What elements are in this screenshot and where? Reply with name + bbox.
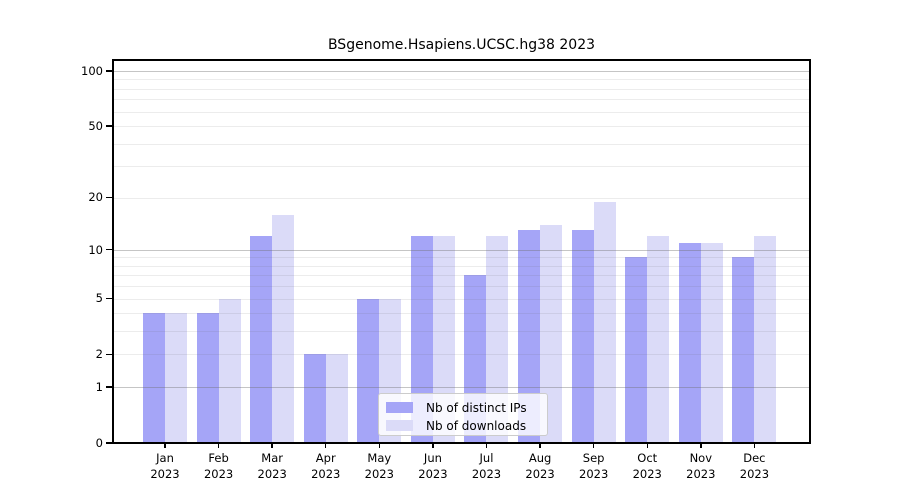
legend-swatch-downloads-icon bbox=[386, 420, 413, 431]
y-tick-label: 20 bbox=[88, 190, 103, 205]
axis-spine-left bbox=[112, 59, 114, 444]
bar-distinct-ips-aug bbox=[518, 230, 541, 443]
x-tick-label: Jul 2023 bbox=[471, 451, 502, 481]
x-tick bbox=[164, 443, 166, 449]
x-tick-label: Apr 2023 bbox=[311, 451, 341, 481]
x-tick-label: Aug 2023 bbox=[525, 451, 555, 481]
legend-label-downloads: Nb of downloads bbox=[426, 418, 527, 433]
y-tick-label: 2 bbox=[95, 347, 103, 362]
y-tick bbox=[106, 353, 113, 356]
x-tick bbox=[378, 443, 381, 449]
bar-downloads-jul bbox=[486, 236, 509, 443]
x-tick-label: Feb 2023 bbox=[203, 451, 234, 481]
axis-spine-bottom bbox=[112, 442, 811, 444]
y-tick bbox=[106, 196, 113, 199]
bar-downloads-nov bbox=[700, 242, 723, 443]
x-tick bbox=[592, 443, 595, 449]
x-tick-label: Jan 2023 bbox=[150, 451, 180, 481]
x-tick-label: Dec 2023 bbox=[739, 451, 770, 481]
x-tick bbox=[217, 443, 220, 449]
x-tick bbox=[753, 443, 756, 449]
y-tick-label: 50 bbox=[88, 118, 103, 133]
bar-downloads-apr bbox=[325, 354, 348, 443]
legend: Nb of distinct IPs Nb of downloads bbox=[378, 393, 548, 436]
y-tick-label: 1 bbox=[95, 379, 103, 394]
bar-distinct-ips-mar bbox=[250, 236, 273, 443]
x-tick bbox=[485, 443, 488, 449]
y-tick bbox=[106, 297, 113, 300]
bar-distinct-ips-may bbox=[357, 298, 380, 443]
x-tick bbox=[325, 443, 327, 449]
legend-entry-distinct-ips: Nb of distinct IPs bbox=[386, 399, 538, 416]
bar-distinct-ips-oct bbox=[625, 257, 648, 443]
y-tick-label: 10 bbox=[88, 242, 103, 257]
bar-distinct-ips-apr bbox=[303, 354, 326, 443]
bar-downloads-aug bbox=[540, 224, 563, 443]
x-tick-label: Oct 2023 bbox=[632, 451, 662, 481]
x-tick-label: Mar 2023 bbox=[257, 451, 287, 481]
bar-distinct-ips-dec bbox=[732, 257, 755, 443]
bar-downloads-mar bbox=[272, 214, 295, 443]
legend-swatch-distinct-ips-icon bbox=[386, 402, 413, 413]
y-tick bbox=[106, 386, 113, 388]
legend-entry-downloads: Nb of downloads bbox=[386, 417, 538, 434]
y-tick bbox=[106, 125, 113, 127]
y-tick-label: 0 bbox=[95, 435, 103, 450]
y-tick bbox=[106, 70, 113, 72]
y-tick bbox=[106, 442, 113, 444]
y-tick-label: 5 bbox=[95, 291, 103, 306]
x-tick bbox=[539, 443, 541, 449]
x-tick bbox=[271, 443, 273, 449]
x-tick bbox=[700, 443, 702, 449]
bar-downloads-feb bbox=[218, 298, 241, 443]
axis-spine-top bbox=[112, 59, 811, 61]
x-tick-label: May 2023 bbox=[364, 451, 394, 481]
bar-distinct-ips-nov bbox=[678, 242, 701, 443]
x-tick bbox=[646, 443, 648, 449]
x-tick-label: Jun 2023 bbox=[418, 451, 448, 481]
bar-distinct-ips-sep bbox=[571, 230, 594, 443]
bar-distinct-ips-jun bbox=[410, 236, 433, 443]
bars-layer bbox=[113, 60, 810, 443]
legend-label-distinct-ips: Nb of distinct IPs bbox=[426, 400, 527, 415]
bar-distinct-ips-jan bbox=[143, 313, 165, 443]
x-tick-label: Sep 2023 bbox=[579, 451, 609, 481]
axis-spine-right bbox=[809, 59, 811, 444]
bar-downloads-jan bbox=[165, 313, 187, 443]
bar-downloads-sep bbox=[593, 201, 616, 443]
x-tick-label: Nov 2023 bbox=[686, 451, 716, 481]
y-tick-label: 100 bbox=[81, 63, 103, 78]
bar-distinct-ips-feb bbox=[196, 313, 219, 443]
chart-title: BSgenome.Hsapiens.UCSC.hg38 2023 bbox=[327, 37, 596, 53]
plot-area: Nb of distinct IPs Nb of downloads bbox=[113, 60, 810, 443]
bar-downloads-oct bbox=[647, 236, 670, 443]
x-tick bbox=[432, 443, 434, 449]
bar-downloads-dec bbox=[754, 236, 777, 443]
bar-downloads-jun bbox=[432, 236, 455, 443]
y-tick bbox=[106, 249, 113, 251]
